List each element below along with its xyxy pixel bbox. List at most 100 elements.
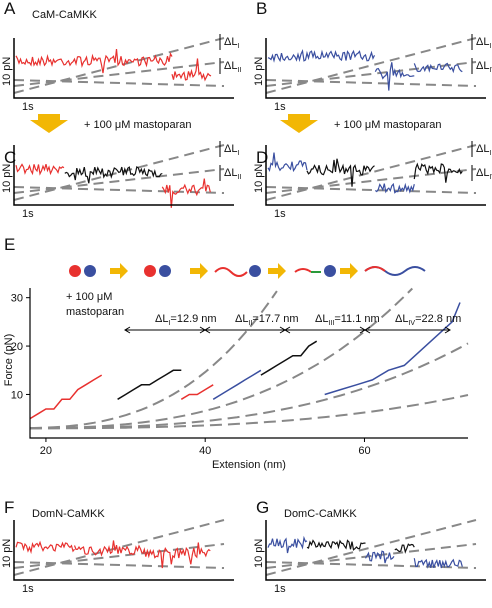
x-axis-label: Extension (nm) <box>212 459 286 471</box>
force-trace <box>364 550 395 564</box>
delta-main: ΔL <box>155 313 168 325</box>
delta-main: ΔL <box>476 36 489 48</box>
panel-label: A <box>4 0 16 18</box>
panel-label: C <box>4 148 16 167</box>
panel-label: E <box>4 235 15 254</box>
x-tick-label: 60 <box>358 445 370 457</box>
delta-label: ΔLI=12.9 nm <box>155 313 217 327</box>
scale-y: 10 pN <box>253 164 265 193</box>
dashed-guide <box>265 79 477 87</box>
delta-sub: IV <box>408 320 415 327</box>
scale-x: 1s <box>274 208 286 220</box>
wlc-fit <box>30 394 469 430</box>
delta-label: ΔLIII <box>476 143 492 157</box>
force-trace <box>267 152 308 173</box>
delta-label: ΔLII=17.7 nm <box>235 313 299 327</box>
force-trace <box>306 539 366 551</box>
delta-sub: II <box>237 67 241 74</box>
delta-main: ΔL <box>224 36 237 48</box>
force-trace <box>374 182 415 194</box>
delta-main: ΔL <box>476 167 489 179</box>
dashed-guide <box>13 561 225 569</box>
delta-rest: =12.9 nm <box>170 313 216 325</box>
delta-label: ΔLII <box>224 60 241 74</box>
mastoparan-note: mastoparan <box>66 306 124 318</box>
delta-main: ΔL <box>224 167 237 179</box>
force-trace <box>413 558 463 569</box>
delta-arrow <box>364 326 451 334</box>
delta-rest: =11.1 nm <box>334 313 379 325</box>
y-tick-label: 20 <box>11 341 23 353</box>
delta-label: ΔLIII <box>476 36 492 50</box>
delta-main: ΔL <box>235 313 248 325</box>
force-trace <box>212 369 262 400</box>
delta-sub: III <box>328 320 334 327</box>
force-trace <box>394 543 415 554</box>
wlc-fit <box>29 290 278 430</box>
force-trace <box>15 540 75 555</box>
force-trace <box>161 178 211 208</box>
panel-title: DomN-CaMKK <box>32 508 105 520</box>
scale-y: 10 pN <box>1 539 13 568</box>
delta-rest: =22.8 nm <box>415 313 461 325</box>
dashed-guide <box>265 519 477 576</box>
force-trace <box>413 62 463 74</box>
scale-y: 10 pN <box>1 164 13 193</box>
delta-main: ΔL <box>476 60 489 72</box>
panel-label: G <box>256 498 269 517</box>
mastoparan-note: + 100 μM mastoparan <box>84 119 192 131</box>
scale-x: 1s <box>274 101 286 113</box>
scale-bar <box>13 145 234 206</box>
delta-label: ΔLII <box>224 167 241 181</box>
delta-label: ΔLIII=11.1 nm <box>315 313 380 327</box>
wlc-fit <box>30 342 469 430</box>
dashed-guide <box>265 561 477 569</box>
delta-main: ΔL <box>224 143 237 155</box>
scale-x: 1s <box>274 583 286 595</box>
scale-x: 1s <box>22 208 34 220</box>
delta-sub: IV <box>489 174 492 181</box>
force-trace <box>15 163 65 176</box>
y-tick-label: 10 <box>11 389 23 401</box>
panel-label: B <box>256 0 267 18</box>
dashed-guide <box>13 519 225 576</box>
delta-sub: II <box>248 320 252 327</box>
x-tick-label: 40 <box>199 445 211 457</box>
arrow-icon <box>30 114 358 279</box>
delta-main: ΔL <box>395 313 408 325</box>
dashed-guide <box>13 144 225 201</box>
dashed-guide <box>265 144 477 201</box>
force-trace <box>180 384 214 400</box>
scale-y: 10 pN <box>253 539 265 568</box>
delta-sub: I <box>168 320 170 327</box>
delta-arrow <box>284 326 366 334</box>
mastoparan-note: + 100 μM <box>66 291 112 303</box>
delta-sub: III <box>489 150 492 157</box>
force-trace <box>306 158 375 187</box>
x-tick-label: 20 <box>40 445 52 457</box>
force-trace <box>413 162 463 183</box>
scale-bar <box>265 145 486 206</box>
dashed-guide <box>13 79 225 87</box>
scale-x: 1s <box>22 583 34 595</box>
scale-bar <box>13 520 234 581</box>
scale-bar <box>265 520 486 581</box>
y-axis-label: Force (pN) <box>3 334 15 387</box>
force-trace <box>374 62 415 91</box>
delta-main: ΔL <box>224 60 237 72</box>
dashed-guide <box>13 186 225 194</box>
delta-label: ΔLIV <box>476 60 492 74</box>
scale-x: 1s <box>22 101 34 113</box>
delta-main: ΔL <box>315 313 328 325</box>
delta-rest: =17.7 nm <box>252 313 298 325</box>
delta-label: ΔLI <box>224 143 239 157</box>
force-trace <box>15 49 173 74</box>
scale-bar <box>265 38 486 99</box>
force-trace <box>324 302 461 396</box>
delta-arrow <box>124 326 206 334</box>
protein-icons <box>69 265 426 277</box>
dashed-guide <box>265 37 477 94</box>
mastoparan-note: + 100 μM mastoparan <box>334 119 442 131</box>
delta-sub: IV <box>489 67 492 74</box>
